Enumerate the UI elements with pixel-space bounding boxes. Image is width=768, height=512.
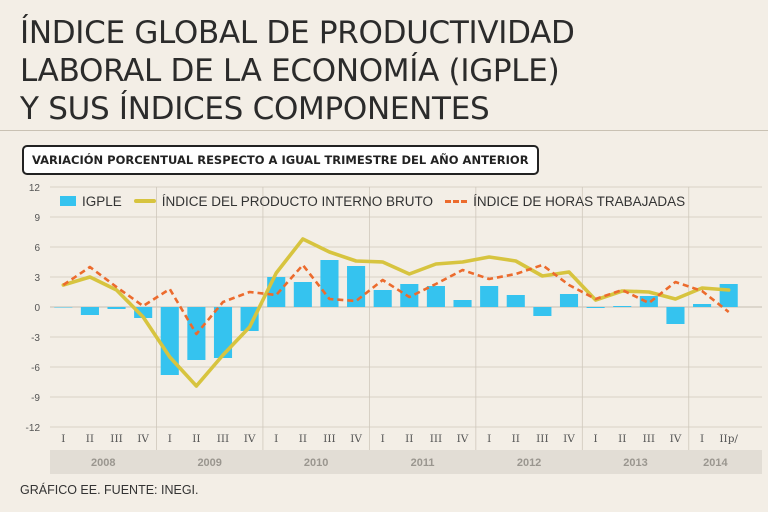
y-tick-label: 12 (29, 183, 41, 194)
y-tick-label: -9 (31, 393, 40, 404)
x-tick-label: IV (350, 433, 362, 445)
igple-bar (240, 307, 259, 331)
x-tick-label: IV (457, 433, 469, 445)
igple-bar (453, 300, 472, 307)
x-tick-label: IV (670, 433, 682, 445)
legend: IGPLE ÍNDICE DEL PRODUCTO INTERNO BRUTO … (60, 192, 685, 210)
legend-label-pib: ÍNDICE DEL PRODUCTO INTERNO BRUTO (161, 193, 434, 209)
legend-label-horas: ÍNDICE DE HORAS TRABAJADAS (473, 193, 686, 209)
x-tick-label: I (168, 433, 172, 445)
chart-title: ÍNDICE GLOBAL DE PRODUCTIVIDAD LABORAL D… (20, 14, 760, 128)
x-tick-label: III (430, 433, 442, 445)
igple-bar (719, 284, 738, 307)
chart-title-line-1: ÍNDICE GLOBAL DE PRODUCTIVIDAD (20, 15, 575, 51)
igple-bar (373, 290, 392, 307)
y-axis-tick-labels: 12 9 6 3 0 -3 -6 -9 -12 (26, 183, 41, 434)
year-label: 2012 (517, 457, 541, 469)
x-tick-label: III (110, 433, 122, 445)
igple-bar (533, 307, 552, 316)
x-tick-label: II (299, 433, 307, 445)
igple-bar (506, 295, 525, 307)
legend-swatch-horas (445, 199, 468, 203)
source-note: GRÁFICO EE. FUENTE: INEGI. (20, 483, 199, 497)
igple-bar (426, 286, 445, 307)
chart-title-line-2: LABORAL DE LA ECONOMÍA (IGPLE) (20, 53, 560, 89)
x-tick-label: I (700, 433, 704, 445)
igple-bar (160, 307, 179, 375)
x-tick-label: IV (563, 433, 575, 445)
x-tick-label: I (487, 433, 491, 445)
x-tick-label: III (323, 433, 335, 445)
x-tick-label: IV (137, 433, 149, 445)
x-tick-label: II (618, 433, 626, 445)
horas-line (62, 263, 730, 336)
igple-bar (693, 304, 712, 307)
legend-label-igple: IGPLE (82, 193, 122, 209)
x-tick-label: II (405, 433, 413, 445)
igple-bar (320, 260, 339, 307)
year-label: 2010 (304, 457, 328, 469)
y-tick-label: 6 (34, 243, 40, 254)
igple-bar (293, 282, 312, 307)
y-tick-label: -3 (31, 333, 40, 344)
year-label: 2009 (197, 457, 221, 469)
y-tick-label: 9 (34, 213, 40, 224)
year-label: 2011 (411, 457, 435, 469)
chart-title-line-3: Y SUS ÍNDICES COMPONENTES (20, 91, 490, 127)
x-tick-label: III (536, 433, 548, 445)
igple-bar (213, 307, 233, 358)
year-label: 2014 (703, 457, 728, 469)
legend-swatch-pib (133, 199, 156, 203)
x-tick-label: II (512, 433, 520, 445)
igple-bar (613, 306, 632, 307)
year-label: 2013 (623, 457, 647, 469)
igple-bar (80, 307, 99, 315)
x-tick-label: I (594, 433, 598, 445)
igple-bar (586, 307, 605, 308)
igple-bar (480, 286, 499, 307)
legend-swatch-igple (60, 196, 76, 206)
igple-bar (107, 307, 126, 309)
x-tick-label: I (274, 433, 278, 445)
x-tick-label: IV (244, 433, 256, 445)
title-divider (0, 130, 768, 131)
igple-bar (267, 277, 286, 307)
x-tick-label: I (61, 433, 65, 445)
legend-item-igple: IGPLE (60, 194, 122, 209)
y-tick-label: -6 (31, 363, 40, 374)
x-tick-label: III (217, 433, 229, 445)
chart-subtitle: VARIACIÓN PORCENTUAL RESPECTO A IGUAL TR… (22, 145, 539, 175)
x-tick-label: II (86, 433, 94, 445)
igple-bars (54, 260, 738, 375)
y-tick-label: 3 (34, 273, 40, 284)
chart-subtitle-text: VARIACIÓN PORCENTUAL RESPECTO A IGUAL TR… (32, 153, 529, 167)
x-tick-label: II (192, 433, 200, 445)
year-band (50, 450, 762, 474)
grid-lines (50, 186, 762, 474)
year-label: 2008 (91, 457, 115, 469)
x-tick-label: III (643, 433, 655, 445)
igple-bar (639, 296, 658, 307)
chart-area: 12 9 6 3 0 -3 -6 -9 -12 2008 2009 2010 2011 2012 2013… (26, 183, 762, 474)
legend-item-horas: ÍNDICE DE HORAS TRABAJADAS (445, 194, 685, 209)
igple-bar (134, 307, 153, 318)
legend-item-pib: ÍNDICE DEL PRODUCTO INTERNO BRUTO (133, 193, 434, 209)
x-tick-label: IIp/ (719, 433, 738, 445)
igple-bar (559, 294, 579, 307)
igple-bar (54, 307, 73, 308)
y-tick-label: 0 (34, 303, 40, 314)
x-tick-label: I (381, 433, 385, 445)
horas-line-series (62, 263, 730, 336)
igple-bar (666, 307, 685, 324)
y-tick-label: -12 (26, 423, 41, 434)
